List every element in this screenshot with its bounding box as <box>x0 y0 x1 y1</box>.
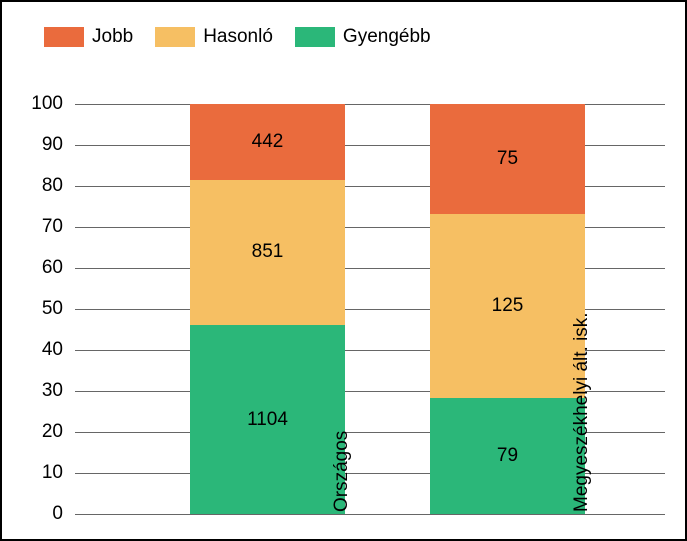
legend-swatch <box>295 27 335 47</box>
legend-swatch <box>155 27 195 47</box>
bar-value-label: 79 <box>497 445 518 467</box>
bar-value-label: 1104 <box>247 409 288 431</box>
bar-value-label: 851 <box>252 241 284 263</box>
legend-item-hasonlo: Hasonló <box>155 26 273 48</box>
bar-group: 79 125 75 <box>430 104 585 514</box>
bar-segment: 125 <box>430 214 585 398</box>
grid-line <box>75 514 665 515</box>
y-tick-label: 20 <box>42 421 63 443</box>
y-tick-label: 70 <box>42 216 63 238</box>
bar-segment: 442 <box>190 104 345 180</box>
legend-label: Hasonló <box>203 26 273 48</box>
y-tick-label: 100 <box>31 93 63 115</box>
bar-segment: 851 <box>190 180 345 326</box>
bar-value-label: 125 <box>492 295 524 317</box>
y-tick-label: 50 <box>42 298 63 320</box>
bar-value-label: 75 <box>497 148 518 170</box>
bar-segment: 79 <box>430 398 585 514</box>
stacked-bar-chart: Jobb Hasonló Gyengébb 0 10 20 30 40 50 60 70 80 9… <box>0 0 687 541</box>
legend: Jobb Hasonló Gyengébb <box>44 26 431 48</box>
plot-area: 1104 851 442 Országos 79 125 75 Megyeszékhelyi … <box>75 104 665 514</box>
y-tick-label: 0 <box>52 503 63 525</box>
legend-label: Gyengébb <box>343 26 431 48</box>
category-label: Megyeszékhelyi ált. isk. <box>571 312 593 512</box>
y-tick-label: 90 <box>42 134 63 156</box>
y-tick-label: 40 <box>42 339 63 361</box>
legend-label: Jobb <box>92 26 133 48</box>
y-tick-label: 80 <box>42 175 63 197</box>
legend-item-jobb: Jobb <box>44 26 133 48</box>
bar-segment: 75 <box>430 104 585 214</box>
bar-value-label: 442 <box>252 131 284 153</box>
y-tick-label: 60 <box>42 257 63 279</box>
y-tick-label: 30 <box>42 380 63 402</box>
category-label: Országos <box>331 431 353 512</box>
legend-item-gyengebb: Gyengébb <box>295 26 431 48</box>
bar-segment: 1104 <box>190 325 345 514</box>
y-tick-label: 10 <box>42 462 63 484</box>
y-axis: 0102030405060708090100 <box>2 104 75 514</box>
legend-swatch <box>44 27 84 47</box>
bar-group: 1104 851 442 <box>190 104 345 514</box>
